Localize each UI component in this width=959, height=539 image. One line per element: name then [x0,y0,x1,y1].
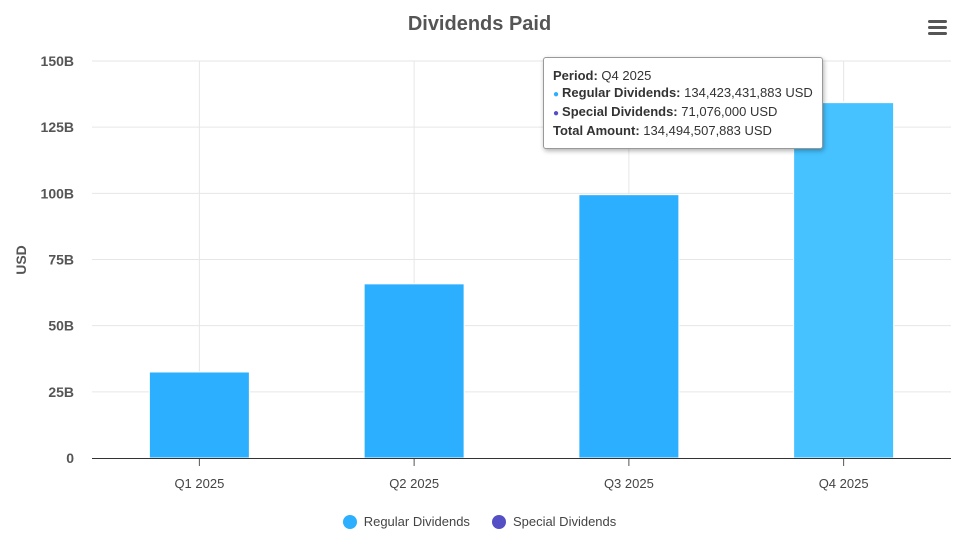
tooltip-special-marker: ● [553,108,560,119]
y-tick-label: 50B [48,318,74,334]
x-tick-label: Q1 2025 [174,476,224,491]
tooltip-period-label: Period: [553,68,598,83]
legend-item-special-dividends[interactable]: Special Dividends [491,514,617,529]
legend-special-label: Special Dividends [512,514,617,529]
legend-regular-label: Regular Dividends [363,514,470,529]
y-tick-label: 25B [48,384,74,400]
y-tick-label: 0 [66,450,74,466]
x-tick-label: Q2 2025 [389,476,439,491]
legend-special-marker [491,514,506,529]
chart-title: Dividends Paid [407,13,552,35]
x-tick-label: Q4 2025 [819,476,869,491]
y-tick-label: 75B [48,252,74,268]
y-tick-label: 125B [41,119,74,135]
legend-item-regular-dividends[interactable]: Regular Dividends [342,514,470,529]
bar-regular-dividends-q4-2025 [793,101,895,459]
tooltip-regular-marker: ● [553,89,560,100]
x-tick-label: Q3 2025 [604,476,654,491]
y-tick-label: 150B [41,53,74,69]
y-axis-label: USD [13,245,29,275]
tooltip-regular-value: 134,423,431,883 USD [684,85,813,100]
bar-regular-dividends-q1-2025 [148,371,250,459]
tooltip: Period: Q4 2025 ● Regular Dividends: 134,… [543,57,823,149]
tooltip-total-value: 134,494,507,883 USD [643,123,772,138]
tooltip-special-label: Special Dividends: [562,104,678,119]
tooltip-special-value: 71,076,000 USD [681,104,778,119]
hamburger-icon[interactable] [926,17,950,39]
legend: Regular Dividends Special Dividends [0,514,959,529]
legend-regular-marker [342,514,357,529]
y-tick-label: 100B [41,185,74,201]
tooltip-total-label: Total Amount: [553,123,640,138]
tooltip-regular-label: Regular Dividends: [562,85,681,100]
bar-regular-dividends-q2-2025 [363,283,465,459]
bar-regular-dividends-q3-2025 [578,194,680,459]
tooltip-period-value: Q4 2025 [601,68,652,83]
